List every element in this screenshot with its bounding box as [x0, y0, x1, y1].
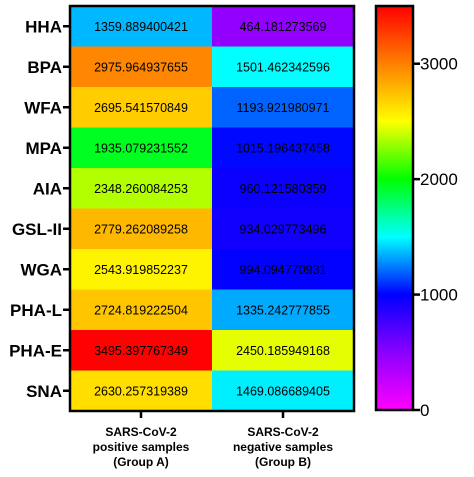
- cell-value-label: 934.029773496: [240, 222, 327, 236]
- column-label-line: SARS-CoV-2: [247, 425, 319, 439]
- cell-value-label: 1015.196437458: [236, 141, 330, 155]
- row-label: PHA-E: [9, 341, 62, 360]
- cell-value-label: 2348.260084253: [94, 182, 188, 196]
- plot-frame: [68, 4, 356, 413]
- cell-value-label: 1501.462342596: [236, 60, 330, 74]
- heatmap-cell: [212, 6, 354, 47]
- cell-value-label: 2975.964937655: [94, 60, 188, 74]
- row-label: AIA: [33, 179, 62, 198]
- colorbar-tick-label: 1000: [420, 286, 458, 305]
- row-label: GSL-II: [12, 220, 62, 239]
- cell-value-label: 1335.242777855: [236, 303, 330, 317]
- row-label: WGA: [20, 260, 62, 279]
- column-label-line: SARS-CoV-2: [105, 425, 177, 439]
- heatmap-cell: [70, 289, 212, 330]
- cell-value-label: 2695.541570849: [94, 101, 188, 115]
- cell-value-label: 3495.397767349: [94, 344, 188, 358]
- heatmap-cell: [212, 249, 354, 290]
- colorbar-tick-label: 0: [420, 401, 429, 420]
- cell-value-label: 1935.079231552: [94, 141, 188, 155]
- cell-value-label: 2724.819222504: [94, 303, 188, 317]
- heatmap-cell: [212, 330, 354, 371]
- heatmap-cell: [70, 6, 212, 47]
- heatmap-cell: [70, 46, 212, 87]
- cell-value-label: 960.121580359: [240, 182, 327, 196]
- colorbar-tick-label: 2000: [420, 170, 458, 189]
- heatmap-cell: [70, 87, 212, 128]
- cell-value-label: 1193.921980971: [237, 101, 330, 115]
- heatmap-cell: [212, 46, 354, 87]
- column-label-line: (Group B): [255, 455, 311, 469]
- heatmap-cell: [212, 208, 354, 249]
- column-label-line: negative samples: [233, 440, 333, 454]
- row-label: BPA: [27, 58, 62, 77]
- heatmap-cell: [70, 208, 212, 249]
- heatmap-cells: 1359.889400421 464.181273569 2975.96493765…: [70, 6, 354, 411]
- column-label-line: (Group A): [113, 455, 169, 469]
- colorbar-gradient: [374, 4, 415, 412]
- column-label: SARS-CoV-2 positive samples (Group A): [93, 425, 190, 469]
- heatmap-cell: [70, 330, 212, 371]
- row-label: PHA-L: [10, 301, 62, 320]
- row-label: SNA: [26, 382, 62, 401]
- heatmap-cell: [212, 289, 354, 330]
- column-label: SARS-CoV-2 negative samples (Group B): [233, 425, 333, 469]
- heatmap-cell: [70, 370, 212, 411]
- cell-value-label: 994.094770931: [240, 263, 327, 277]
- cell-value-label: 1469.086689405: [236, 384, 330, 398]
- heatmap-cell: [70, 127, 212, 168]
- cell-value-label: 1359.889400421: [94, 20, 188, 34]
- heatmap-cell: [212, 168, 354, 209]
- cell-value-label: 2543.919852237: [94, 263, 188, 277]
- cell-value-label: 464.181273569: [240, 20, 327, 34]
- row-labels: HHA BPA WFA MPA AIA GSL-II WGA PHA-L PHA-E SNA: [9, 17, 70, 401]
- row-label: HHA: [25, 17, 62, 36]
- row-label: WFA: [24, 98, 62, 117]
- colorbar-tick-label: 3000: [420, 55, 458, 74]
- cell-value-label: 2450.185949168: [236, 344, 330, 358]
- column-label-line: positive samples: [93, 440, 190, 454]
- row-label: MPA: [25, 139, 62, 158]
- cell-value-label: 2779.262089258: [94, 222, 188, 236]
- colorbar: 0 1000 2000 3000: [374, 4, 458, 420]
- heatmap-cell: [70, 168, 212, 209]
- heatmap-cell: [212, 127, 354, 168]
- heatmap-cell: [212, 370, 354, 411]
- cell-value-label: 2630.257319389: [94, 384, 188, 398]
- heatmap-cell: [212, 87, 354, 128]
- heatmap-cell: [70, 249, 212, 290]
- column-labels: SARS-CoV-2 positive samples (Group A)SARS-…: [93, 411, 333, 469]
